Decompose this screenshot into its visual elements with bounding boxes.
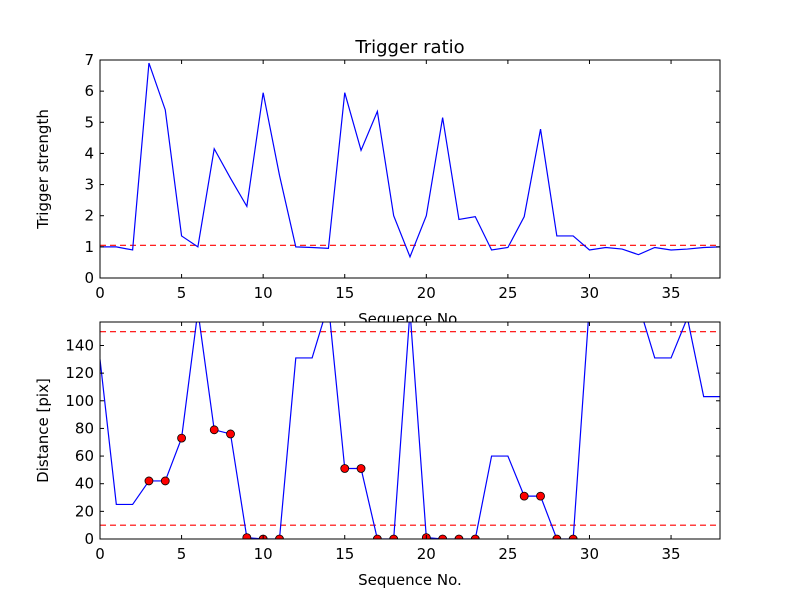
y-tick-label: 5 (84, 113, 94, 131)
data-point-marker (340, 464, 350, 473)
data-point-marker (372, 534, 382, 539)
y-tick-label: 80 (75, 419, 94, 437)
data-point-marker (356, 464, 366, 473)
x-axis-label: Sequence No. (358, 571, 462, 589)
plot-data-layer (100, 322, 720, 539)
axes-frame (99, 59, 721, 279)
data-point-marker (389, 534, 399, 539)
x-tick-label: 10 (254, 545, 273, 563)
data-point-marker (552, 534, 562, 539)
y-tick-label: 140 (65, 336, 94, 354)
data-point-marker (144, 476, 154, 486)
x-tick-label: 25 (498, 284, 517, 302)
x-tick-label: 25 (498, 545, 517, 563)
axes-frame (99, 321, 721, 540)
data-point-marker (160, 476, 170, 486)
data-point-marker (454, 534, 464, 539)
y-tick-label: 3 (84, 176, 94, 194)
x-tick-label: 5 (177, 284, 187, 302)
plot-area (100, 60, 720, 278)
series-line (100, 322, 720, 539)
x-tick-label: 0 (95, 284, 105, 302)
x-tick-label: 15 (335, 545, 354, 563)
data-point-marker (226, 429, 235, 439)
data-point-marker (209, 425, 219, 435)
y-tick-label: 20 (75, 502, 94, 520)
x-tick-label: 20 (417, 545, 436, 563)
y-tick-label: 100 (65, 392, 94, 410)
data-point-marker (470, 534, 480, 539)
y-tick-label: 7 (84, 51, 94, 69)
data-point-marker (177, 433, 186, 443)
chart-title: Trigger ratio (354, 37, 464, 58)
x-tick-label: 30 (580, 545, 599, 563)
x-tick-label: 5 (177, 545, 187, 563)
x-tick-label: 30 (580, 284, 599, 302)
x-tick-label: 10 (254, 284, 273, 302)
y-tick-label: 6 (84, 82, 94, 100)
x-tick-label: 35 (662, 284, 681, 302)
y-tick-label: 40 (75, 475, 94, 493)
distance-chart: 0 5 10 15 20 25 30 35 0 20 40 60 80 100 120 140 Sequence… (34, 321, 721, 589)
y-tick-label: 4 (84, 144, 94, 162)
y-tick-label: 0 (84, 269, 94, 287)
series-line (100, 62, 720, 259)
data-point-marker (568, 534, 578, 539)
x-tick-label: 20 (417, 284, 436, 302)
data-point-marker (438, 534, 448, 539)
x-tick-label: 15 (335, 284, 354, 302)
x-tick-label: 0 (95, 545, 105, 563)
y-tick-label: 0 (84, 530, 94, 548)
x-tick-label: 35 (662, 545, 681, 563)
plot-area (100, 322, 720, 539)
plot-data-layer (100, 62, 720, 259)
y-axis-label: Trigger strength (34, 109, 52, 230)
y-tick-label: 60 (75, 447, 94, 465)
data-point-marker (275, 534, 284, 539)
y-tick-label: 2 (84, 207, 94, 225)
data-point-marker (519, 491, 529, 501)
data-point-marker (242, 533, 252, 539)
y-axis-label: Distance [pix] (34, 378, 52, 483)
y-tick-label: 1 (84, 238, 94, 256)
data-point-marker (536, 491, 545, 501)
y-tick-label: 120 (65, 364, 94, 382)
